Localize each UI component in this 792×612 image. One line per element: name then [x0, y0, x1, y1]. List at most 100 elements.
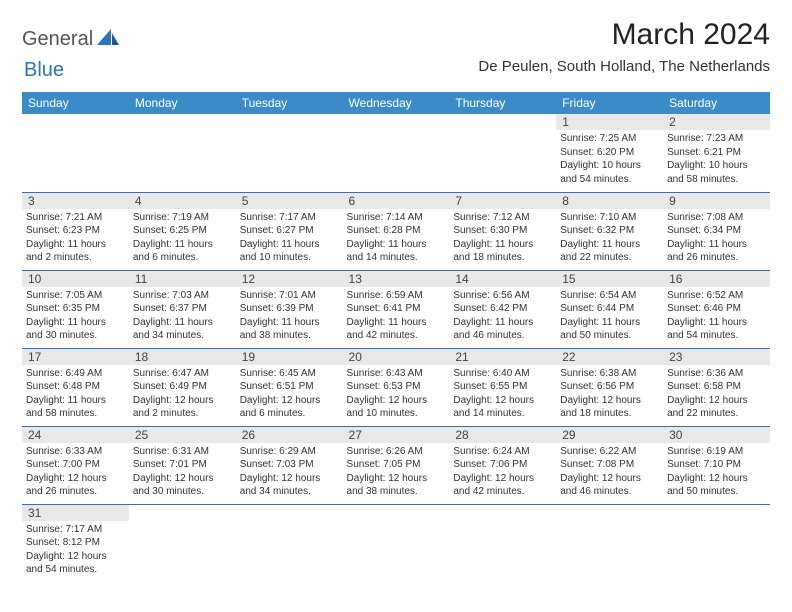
day-number: 15 — [556, 271, 663, 287]
sunrise-text: Sunrise: 7:05 AM — [26, 289, 125, 303]
day-number: 20 — [343, 349, 450, 365]
sunrise-text: Sunrise: 6:59 AM — [347, 289, 446, 303]
calendar-cell: 5Sunrise: 7:17 AMSunset: 6:27 PMDaylight… — [236, 192, 343, 270]
daylight-text: Daylight: 11 hours and 34 minutes. — [133, 316, 232, 343]
day-number: 27 — [343, 427, 450, 443]
sunrise-text: Sunrise: 6:45 AM — [240, 367, 339, 381]
calendar-cell — [129, 114, 236, 192]
calendar-cell — [343, 114, 450, 192]
daylight-text: Daylight: 11 hours and 26 minutes. — [667, 238, 766, 265]
day-number: 2 — [663, 114, 770, 130]
day-number: 8 — [556, 193, 663, 209]
day-details: Sunrise: 7:14 AMSunset: 6:28 PMDaylight:… — [343, 209, 450, 269]
sunrise-text: Sunrise: 6:56 AM — [453, 289, 552, 303]
calendar-cell: 2Sunrise: 7:23 AMSunset: 6:21 PMDaylight… — [663, 114, 770, 192]
sunrise-text: Sunrise: 7:17 AM — [240, 211, 339, 225]
title-block: March 2024 De Peulen, South Holland, The… — [478, 18, 770, 75]
sunset-text: Sunset: 6:21 PM — [667, 146, 766, 160]
day-details: Sunrise: 7:19 AMSunset: 6:25 PMDaylight:… — [129, 209, 236, 269]
sunset-text: Sunset: 6:27 PM — [240, 224, 339, 238]
sunrise-text: Sunrise: 7:03 AM — [133, 289, 232, 303]
day-details: Sunrise: 7:21 AMSunset: 6:23 PMDaylight:… — [22, 209, 129, 269]
day-details: Sunrise: 7:08 AMSunset: 6:34 PMDaylight:… — [663, 209, 770, 269]
daylight-text: Daylight: 12 hours and 38 minutes. — [347, 472, 446, 499]
day-details: Sunrise: 6:43 AMSunset: 6:53 PMDaylight:… — [343, 365, 450, 425]
weekday-header: Monday — [129, 92, 236, 114]
calendar-cell: 29Sunrise: 6:22 AMSunset: 7:08 PMDayligh… — [556, 426, 663, 504]
sunset-text: Sunset: 6:39 PM — [240, 302, 339, 316]
sunrise-text: Sunrise: 6:19 AM — [667, 445, 766, 459]
day-number: 16 — [663, 271, 770, 287]
sunrise-text: Sunrise: 7:19 AM — [133, 211, 232, 225]
daylight-text: Daylight: 12 hours and 22 minutes. — [667, 394, 766, 421]
sunrise-text: Sunrise: 6:40 AM — [453, 367, 552, 381]
sunrise-text: Sunrise: 6:47 AM — [133, 367, 232, 381]
day-details: Sunrise: 6:24 AMSunset: 7:06 PMDaylight:… — [449, 443, 556, 503]
daylight-text: Daylight: 11 hours and 18 minutes. — [453, 238, 552, 265]
calendar-cell: 1Sunrise: 7:25 AMSunset: 6:20 PMDaylight… — [556, 114, 663, 192]
calendar-row: 3Sunrise: 7:21 AMSunset: 6:23 PMDaylight… — [22, 192, 770, 270]
sunset-text: Sunset: 6:30 PM — [453, 224, 552, 238]
calendar-cell: 9Sunrise: 7:08 AMSunset: 6:34 PMDaylight… — [663, 192, 770, 270]
calendar-row: 17Sunrise: 6:49 AMSunset: 6:48 PMDayligh… — [22, 348, 770, 426]
day-number: 18 — [129, 349, 236, 365]
daylight-text: Daylight: 11 hours and 38 minutes. — [240, 316, 339, 343]
calendar-cell: 13Sunrise: 6:59 AMSunset: 6:41 PMDayligh… — [343, 270, 450, 348]
calendar-cell: 10Sunrise: 7:05 AMSunset: 6:35 PMDayligh… — [22, 270, 129, 348]
daylight-text: Daylight: 11 hours and 22 minutes. — [560, 238, 659, 265]
day-details: Sunrise: 7:10 AMSunset: 6:32 PMDaylight:… — [556, 209, 663, 269]
sunset-text: Sunset: 6:49 PM — [133, 380, 232, 394]
daylight-text: Daylight: 11 hours and 46 minutes. — [453, 316, 552, 343]
weekday-header: Friday — [556, 92, 663, 114]
sunset-text: Sunset: 6:28 PM — [347, 224, 446, 238]
weekday-header: Tuesday — [236, 92, 343, 114]
day-number: 7 — [449, 193, 556, 209]
day-number: 3 — [22, 193, 129, 209]
calendar-cell: 11Sunrise: 7:03 AMSunset: 6:37 PMDayligh… — [129, 270, 236, 348]
day-details: Sunrise: 6:47 AMSunset: 6:49 PMDaylight:… — [129, 365, 236, 425]
calendar-cell: 15Sunrise: 6:54 AMSunset: 6:44 PMDayligh… — [556, 270, 663, 348]
sunrise-text: Sunrise: 7:25 AM — [560, 132, 659, 146]
sunrise-text: Sunrise: 6:38 AM — [560, 367, 659, 381]
calendar-cell — [236, 504, 343, 582]
day-details: Sunrise: 6:54 AMSunset: 6:44 PMDaylight:… — [556, 287, 663, 347]
calendar-table: Sunday Monday Tuesday Wednesday Thursday… — [22, 92, 770, 582]
sunrise-text: Sunrise: 7:08 AM — [667, 211, 766, 225]
calendar-cell: 22Sunrise: 6:38 AMSunset: 6:56 PMDayligh… — [556, 348, 663, 426]
day-details: Sunrise: 7:03 AMSunset: 6:37 PMDaylight:… — [129, 287, 236, 347]
sunset-text: Sunset: 7:06 PM — [453, 458, 552, 472]
sunset-text: Sunset: 7:00 PM — [26, 458, 125, 472]
sunrise-text: Sunrise: 6:49 AM — [26, 367, 125, 381]
day-details: Sunrise: 6:31 AMSunset: 7:01 PMDaylight:… — [129, 443, 236, 503]
daylight-text: Daylight: 11 hours and 2 minutes. — [26, 238, 125, 265]
day-number: 6 — [343, 193, 450, 209]
day-number: 5 — [236, 193, 343, 209]
sunrise-text: Sunrise: 7:23 AM — [667, 132, 766, 146]
daylight-text: Daylight: 11 hours and 6 minutes. — [133, 238, 232, 265]
day-number: 21 — [449, 349, 556, 365]
sunset-text: Sunset: 7:03 PM — [240, 458, 339, 472]
day-number: 25 — [129, 427, 236, 443]
day-details: Sunrise: 6:40 AMSunset: 6:55 PMDaylight:… — [449, 365, 556, 425]
day-number: 11 — [129, 271, 236, 287]
day-number: 24 — [22, 427, 129, 443]
calendar-cell: 18Sunrise: 6:47 AMSunset: 6:49 PMDayligh… — [129, 348, 236, 426]
daylight-text: Daylight: 10 hours and 54 minutes. — [560, 159, 659, 186]
day-number: 4 — [129, 193, 236, 209]
day-details: Sunrise: 7:01 AMSunset: 6:39 PMDaylight:… — [236, 287, 343, 347]
day-number: 19 — [236, 349, 343, 365]
daylight-text: Daylight: 11 hours and 58 minutes. — [26, 394, 125, 421]
day-details: Sunrise: 7:05 AMSunset: 6:35 PMDaylight:… — [22, 287, 129, 347]
day-number: 28 — [449, 427, 556, 443]
day-details: Sunrise: 6:36 AMSunset: 6:58 PMDaylight:… — [663, 365, 770, 425]
calendar-cell: 23Sunrise: 6:36 AMSunset: 6:58 PMDayligh… — [663, 348, 770, 426]
sunset-text: Sunset: 6:44 PM — [560, 302, 659, 316]
calendar-cell: 27Sunrise: 6:26 AMSunset: 7:05 PMDayligh… — [343, 426, 450, 504]
day-details: Sunrise: 6:49 AMSunset: 6:48 PMDaylight:… — [22, 365, 129, 425]
weekday-header: Wednesday — [343, 92, 450, 114]
sunset-text: Sunset: 6:46 PM — [667, 302, 766, 316]
calendar-cell: 4Sunrise: 7:19 AMSunset: 6:25 PMDaylight… — [129, 192, 236, 270]
calendar-cell: 7Sunrise: 7:12 AMSunset: 6:30 PMDaylight… — [449, 192, 556, 270]
daylight-text: Daylight: 12 hours and 26 minutes. — [26, 472, 125, 499]
calendar-cell: 25Sunrise: 6:31 AMSunset: 7:01 PMDayligh… — [129, 426, 236, 504]
